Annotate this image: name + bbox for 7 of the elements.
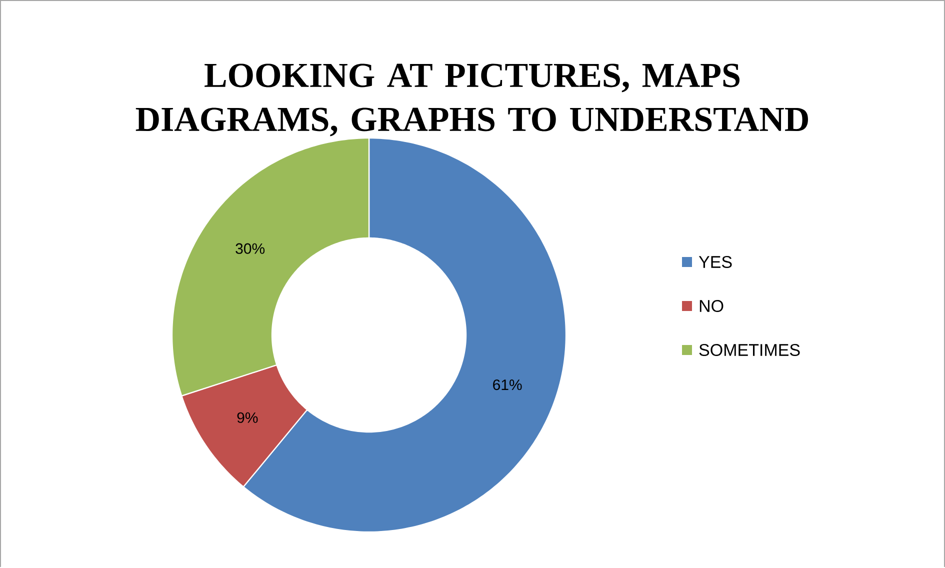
data-label: 61% [493, 380, 522, 390]
data-label: 9% [237, 412, 258, 424]
legend-label: YES [698, 256, 732, 268]
legend-label: NO [700, 300, 724, 312]
chart-title: LOOKING AT PICTURES, MAPS DIAGRAMS, GRAPHS TO UNDERSTAND [136, 64, 808, 137]
legend-label: SOMETIMES [699, 344, 800, 356]
data-label: 30% [236, 244, 265, 254]
